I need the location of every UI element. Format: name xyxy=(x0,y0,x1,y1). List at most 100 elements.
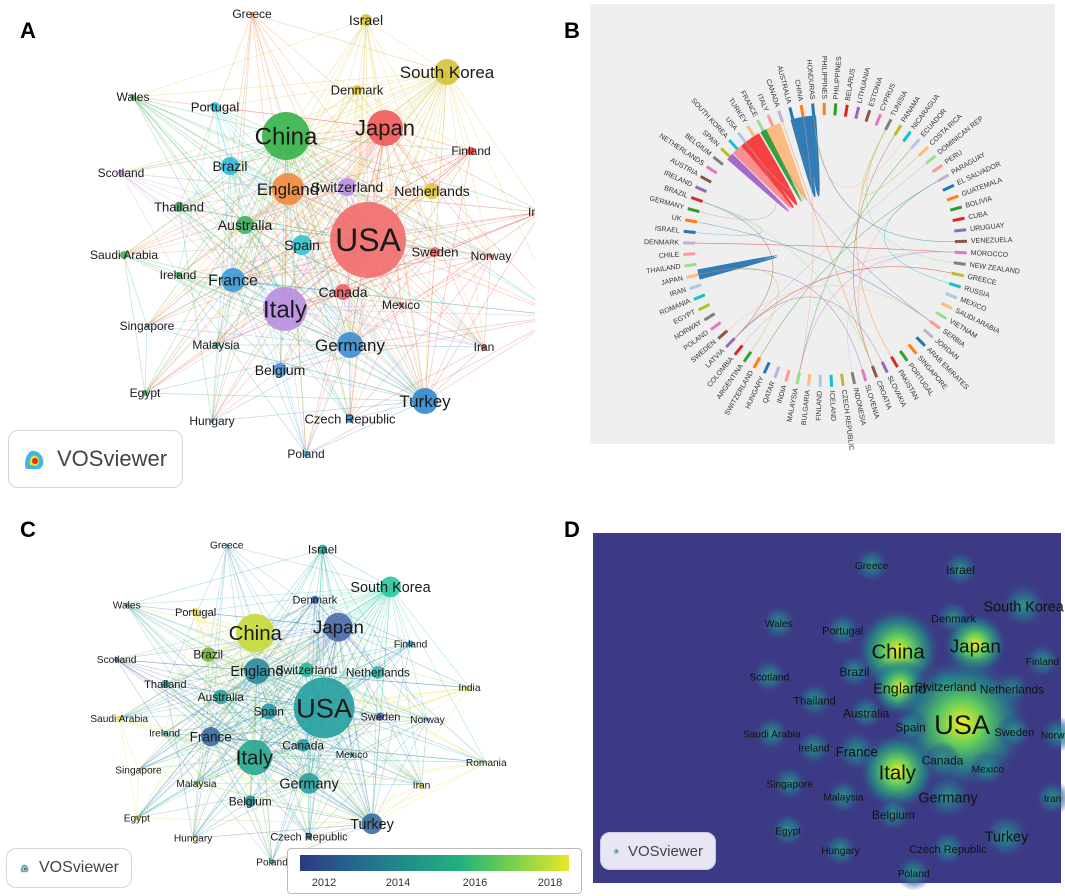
network-link xyxy=(308,719,428,837)
density-label-scotland: Scotland xyxy=(750,672,790,683)
network-link xyxy=(251,13,369,241)
network-link xyxy=(251,13,286,310)
network-link xyxy=(211,127,386,422)
chord-arcs xyxy=(682,102,967,387)
density-blob-belgium xyxy=(875,796,912,832)
chord-arc-peru xyxy=(931,163,944,174)
network-link xyxy=(338,626,487,763)
network-link xyxy=(177,274,281,371)
network-link xyxy=(220,696,422,786)
chord-link xyxy=(861,129,920,195)
network-link xyxy=(424,150,472,402)
network-link xyxy=(346,19,367,188)
network-link xyxy=(284,213,535,310)
network-link xyxy=(164,732,373,825)
network-link xyxy=(342,291,426,402)
chord-arc-iran xyxy=(689,283,702,290)
network-link xyxy=(232,13,253,281)
network-link xyxy=(251,13,386,129)
node-canada xyxy=(335,284,351,300)
chord-arc-ireland xyxy=(694,185,708,194)
panel-c-label: C xyxy=(20,517,36,542)
density-blob-brazil xyxy=(836,653,873,690)
chord-arc-saudi-arabia xyxy=(940,301,953,310)
network-link xyxy=(251,13,351,346)
node-label-denmark: Denmark xyxy=(292,595,337,607)
node-egypt xyxy=(142,390,148,396)
node-norway xyxy=(425,717,430,721)
network-link xyxy=(232,127,386,281)
chord-label-chile: CHILE xyxy=(659,252,680,260)
network-link xyxy=(220,696,352,755)
node-england xyxy=(244,658,270,684)
network-link xyxy=(256,670,470,688)
network-link xyxy=(220,696,373,824)
chord-arc-cuba xyxy=(952,216,965,223)
node-label-egypt: Egypt xyxy=(124,814,150,825)
density-blob-sweden xyxy=(996,713,1033,750)
network-link xyxy=(116,659,257,672)
chord-arc-lithuania xyxy=(854,106,861,120)
network-link xyxy=(400,255,492,306)
chord-label-iceland: ICELAND xyxy=(828,391,836,422)
density-blob-south-korea xyxy=(1000,582,1048,629)
chord-link xyxy=(799,147,912,373)
vosviewer-logo-text: VOSviewer xyxy=(57,446,168,471)
chord-link xyxy=(698,267,779,352)
density-blob-italy xyxy=(857,731,937,811)
network-link xyxy=(229,165,426,402)
network-link xyxy=(244,127,386,226)
network-link xyxy=(365,19,426,402)
network-link xyxy=(132,96,286,310)
network-link xyxy=(308,687,470,784)
network-link xyxy=(349,319,535,346)
chord-arc-bulgaria xyxy=(806,373,812,387)
network-link xyxy=(349,255,492,346)
network-link xyxy=(254,687,470,758)
network-link xyxy=(118,599,316,719)
network-link xyxy=(120,172,344,293)
network-link xyxy=(424,190,433,402)
network-link xyxy=(196,586,391,784)
node-label-iran: Iran xyxy=(474,340,495,354)
node-mexico xyxy=(398,302,404,308)
network-link xyxy=(210,711,269,737)
network-link xyxy=(287,89,358,190)
network-link xyxy=(211,188,289,422)
node-brazil xyxy=(201,647,216,662)
network-link xyxy=(178,206,213,422)
chord-arc-greece xyxy=(951,271,964,278)
network-link xyxy=(144,89,358,394)
vosviewer-logo-text: VOSviewer xyxy=(627,842,703,860)
network-link xyxy=(232,71,448,281)
chord-link xyxy=(698,268,863,370)
chord-arc-el-salvador xyxy=(942,183,955,192)
density-blob-turkey xyxy=(983,812,1030,860)
node-label-turkey: Turkey xyxy=(399,392,451,411)
node-france xyxy=(221,268,245,292)
chord-arc-argentina xyxy=(742,350,753,363)
network-link xyxy=(356,89,472,152)
vosviewer-logo-d: VOSviewer xyxy=(600,832,716,870)
node-label-australia: Australia xyxy=(218,217,273,233)
network-link xyxy=(232,279,281,371)
network-link xyxy=(132,96,492,257)
node-poland xyxy=(303,451,309,457)
network-link xyxy=(196,711,269,784)
node-hungary xyxy=(191,836,195,840)
network-link xyxy=(250,762,487,802)
network-link xyxy=(314,599,411,645)
network-link xyxy=(144,135,287,394)
node-switzerland xyxy=(338,178,356,196)
density-blobs xyxy=(751,546,1065,891)
node-finland xyxy=(407,640,414,647)
chord-arc-jordan xyxy=(922,328,934,339)
density-label-germany: Germany xyxy=(918,790,978,806)
node-malaysia xyxy=(194,781,199,786)
network-link xyxy=(287,188,344,293)
chord-arc-cyprus xyxy=(874,113,882,126)
node-label-poland: Poland xyxy=(256,857,288,868)
network-link xyxy=(424,331,535,402)
chord-arc-croatia xyxy=(870,365,879,378)
network-link xyxy=(119,670,258,719)
